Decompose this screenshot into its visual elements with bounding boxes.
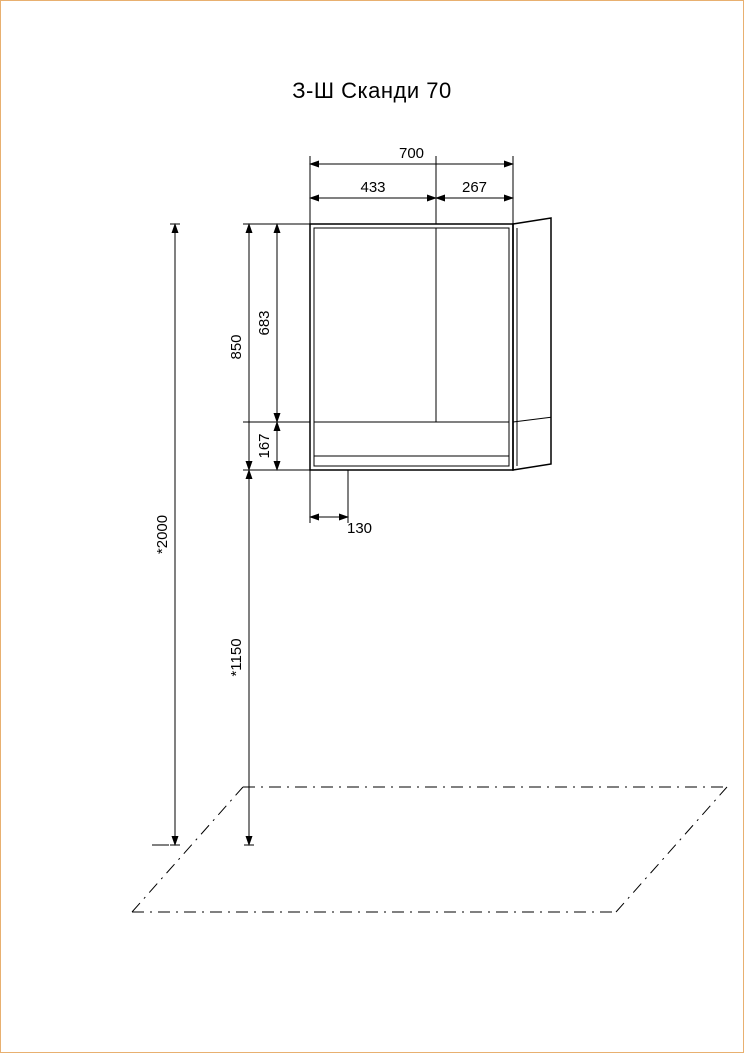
dimension-label: 130: [347, 520, 372, 537]
dimension-label: 167: [256, 433, 273, 458]
dimension-label: *2000: [154, 515, 171, 554]
dimension-label: 433: [360, 179, 385, 196]
technical-drawing: 700 433 267 683 167 850 *2000 *1150 130: [0, 0, 744, 1053]
dimension-label: 700: [399, 145, 424, 162]
dimension-label: 683: [256, 310, 273, 335]
dimension-label: 850: [228, 334, 245, 359]
drawing-page: З-Ш Сканди 70 700433267683167850*2000*11…: [0, 0, 744, 1053]
dimension-label: 267: [462, 179, 487, 196]
dimension-label: *1150: [228, 638, 245, 676]
